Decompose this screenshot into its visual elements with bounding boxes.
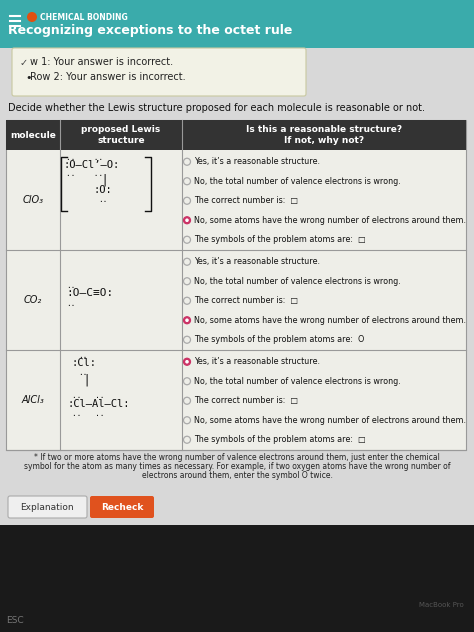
FancyBboxPatch shape xyxy=(8,496,87,518)
Text: AlCl₃: AlCl₃ xyxy=(22,395,45,405)
Text: ..    ..: .. .. xyxy=(66,169,103,178)
Text: No, some atoms have the wrong number of electrons around them.: No, some atoms have the wrong number of … xyxy=(194,316,466,325)
Text: :Cl—Al—Cl:: :Cl—Al—Cl: xyxy=(68,399,130,409)
Text: No, the total number of valence electrons is wrong.: No, the total number of valence electron… xyxy=(194,177,401,186)
Text: ..: .. xyxy=(78,351,87,360)
FancyBboxPatch shape xyxy=(12,48,306,96)
Text: ESC: ESC xyxy=(6,616,24,625)
Text: Recognizing exceptions to the octet rule: Recognizing exceptions to the octet rule xyxy=(8,24,292,37)
Text: molecule: molecule xyxy=(10,130,56,140)
Text: Recheck: Recheck xyxy=(101,502,143,511)
Circle shape xyxy=(183,358,191,365)
Text: The symbols of the problem atoms are:  □: The symbols of the problem atoms are: □ xyxy=(194,235,365,244)
FancyBboxPatch shape xyxy=(0,0,474,48)
Text: ..: .. xyxy=(78,368,87,377)
Text: No, some atoms have the wrong number of electrons around them.: No, some atoms have the wrong number of … xyxy=(194,216,466,225)
Text: CO₂: CO₂ xyxy=(24,295,42,305)
Text: Yes, it’s a reasonable structure.: Yes, it’s a reasonable structure. xyxy=(194,257,320,266)
Circle shape xyxy=(27,12,37,22)
Text: ..   ..: .. .. xyxy=(72,391,104,400)
Text: No, some atoms have the wrong number of electrons around them.: No, some atoms have the wrong number of … xyxy=(194,416,466,425)
Circle shape xyxy=(185,219,189,222)
Text: Yes, it’s a reasonable structure.: Yes, it’s a reasonable structure. xyxy=(194,357,320,367)
Text: Yes, it’s a reasonable structure.: Yes, it’s a reasonable structure. xyxy=(194,157,320,166)
Text: ✓: ✓ xyxy=(20,58,28,68)
FancyBboxPatch shape xyxy=(6,120,466,150)
Text: proposed Lewis
structure: proposed Lewis structure xyxy=(82,125,161,145)
Text: CHEMICAL BONDING: CHEMICAL BONDING xyxy=(40,13,128,22)
Circle shape xyxy=(183,317,191,324)
Text: No, the total number of valence electrons is wrong.: No, the total number of valence electron… xyxy=(194,277,401,286)
Circle shape xyxy=(183,217,191,224)
Text: :O—Cl’—O:: :O—Cl’—O: xyxy=(64,160,120,170)
Text: ..: .. xyxy=(66,281,75,290)
Text: The symbols of the problem atoms are:  O: The symbols of the problem atoms are: O xyxy=(194,335,365,344)
Text: w 1: Your answer is incorrect.: w 1: Your answer is incorrect. xyxy=(30,57,173,67)
Text: :O:: :O: xyxy=(94,185,113,195)
Text: * If two or more atoms have the wrong number of valence electrons around them, j: * If two or more atoms have the wrong nu… xyxy=(34,453,440,462)
Text: symbol for the atom as many times as necessary. For example, if two oxygen atoms: symbol for the atom as many times as nec… xyxy=(24,462,450,471)
Text: The correct number is:  □: The correct number is: □ xyxy=(194,396,298,405)
FancyBboxPatch shape xyxy=(6,120,466,450)
Text: ..: .. xyxy=(98,195,107,204)
Circle shape xyxy=(185,319,189,322)
Text: No, the total number of valence electrons is wrong.: No, the total number of valence electron… xyxy=(194,377,401,386)
Text: The symbols of the problem atoms are:  □: The symbols of the problem atoms are: □ xyxy=(194,435,365,444)
Text: ..: .. xyxy=(66,299,75,308)
Text: Is this a reasonable structure?
If not, why not?: Is this a reasonable structure? If not, … xyxy=(246,125,402,145)
Text: ClO₃: ClO₃ xyxy=(22,195,44,205)
Text: :Cl:: :Cl: xyxy=(72,358,97,368)
Text: MacBook Pro: MacBook Pro xyxy=(419,602,464,608)
Text: ..   ..: .. .. xyxy=(72,409,104,418)
Text: Row 2: Your answer is incorrect.: Row 2: Your answer is incorrect. xyxy=(30,72,186,82)
Text: ..    ..: .. .. xyxy=(66,153,103,162)
Text: |: | xyxy=(84,373,88,386)
FancyBboxPatch shape xyxy=(90,496,154,518)
Text: Decide whether the Lewis structure proposed for each molecule is reasonable or n: Decide whether the Lewis structure propo… xyxy=(8,103,425,113)
Circle shape xyxy=(185,360,189,363)
Text: The correct number is:  □: The correct number is: □ xyxy=(194,296,298,305)
Text: |: | xyxy=(102,174,106,187)
Text: The correct number is:  □: The correct number is: □ xyxy=(194,197,298,205)
Text: Explanation: Explanation xyxy=(20,502,74,511)
Text: •: • xyxy=(25,73,31,83)
Text: electrons around them, enter the symbol O twice.: electrons around them, enter the symbol … xyxy=(142,471,332,480)
Text: :O—C≡O:: :O—C≡O: xyxy=(66,288,113,298)
FancyBboxPatch shape xyxy=(0,525,474,632)
